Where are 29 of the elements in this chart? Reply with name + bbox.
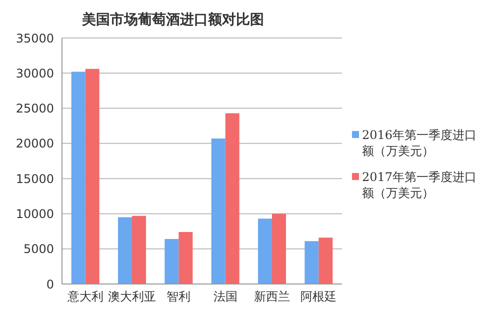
bar — [71, 72, 86, 284]
x-tick-label: 新西兰 — [254, 290, 290, 304]
bar — [304, 241, 319, 284]
y-tick-label: 0 — [46, 277, 54, 292]
bar — [258, 218, 272, 284]
bar — [85, 68, 100, 284]
y-tick-label: 15000 — [16, 172, 54, 186]
x-tick-label: 意大利 — [66, 290, 104, 304]
chart-title: 美国市场葡萄酒进口额对比图 — [80, 10, 265, 30]
y-tick-label: 10000 — [16, 206, 54, 221]
bar — [132, 216, 146, 284]
bar — [211, 138, 226, 284]
legend-label: 2016年第一季度进口额（万美元） — [362, 127, 478, 159]
legend-label: 2017年第一季度进口额（万美元） — [362, 169, 478, 201]
y-tick-label: 35000 — [16, 31, 54, 46]
x-tick-label: 阿根廷 — [300, 290, 337, 304]
y-tick-label: 20000 — [16, 136, 54, 151]
x-tick-label: 法国 — [213, 290, 238, 304]
bar — [318, 238, 333, 284]
bar — [118, 217, 132, 284]
y-tick-label: 25000 — [16, 102, 54, 116]
bar — [225, 113, 240, 284]
x-tick-label: 智利 — [166, 290, 191, 304]
bar — [178, 232, 193, 284]
bar — [164, 239, 179, 284]
x-tick-label: 澳大利亚 — [108, 290, 156, 304]
bar — [272, 214, 286, 284]
y-tick-label: 5000 — [23, 242, 54, 256]
y-tick-label: 30000 — [16, 66, 54, 80]
